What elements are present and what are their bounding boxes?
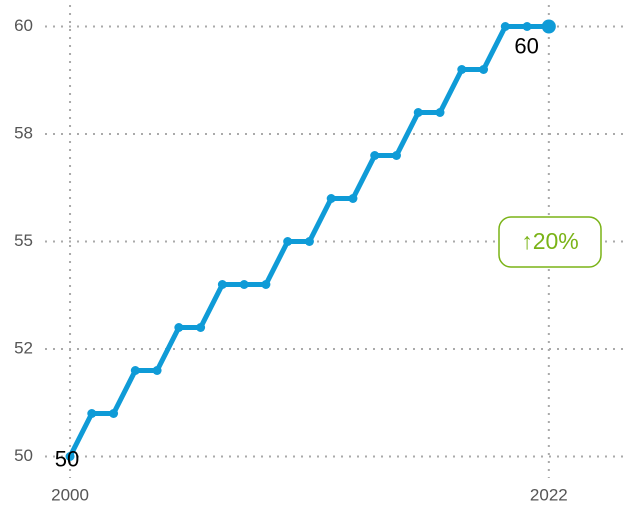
point [348,194,358,203]
point [479,65,489,74]
data-label: 50 [55,446,79,471]
point [522,22,532,31]
data-label: 60 [514,33,538,58]
point [370,151,380,160]
point [174,323,184,332]
badge-text: ↑20% [521,228,579,254]
y-tick-label: 58 [14,123,33,142]
point [65,452,75,461]
point [152,366,162,375]
x-tick-label: 2000 [51,485,89,504]
point [196,323,206,332]
point [500,22,510,31]
point [130,366,140,375]
point [261,280,271,289]
y-tick-label: 52 [14,338,33,357]
point [109,409,119,418]
y-tick-label: 55 [14,231,33,250]
badge-box [498,216,602,268]
point [391,151,401,160]
badge: ↑20% [498,216,602,268]
point [413,108,423,117]
point [304,237,314,246]
point [457,65,467,74]
point [541,19,556,34]
y-tick-label: 50 [14,446,33,465]
y-tick-label: 60 [14,16,33,35]
point [217,280,227,289]
point [435,108,445,117]
point [326,194,336,203]
x-tick-label: 2022 [530,485,568,504]
point [239,280,249,289]
point [87,409,97,418]
point [283,237,293,246]
